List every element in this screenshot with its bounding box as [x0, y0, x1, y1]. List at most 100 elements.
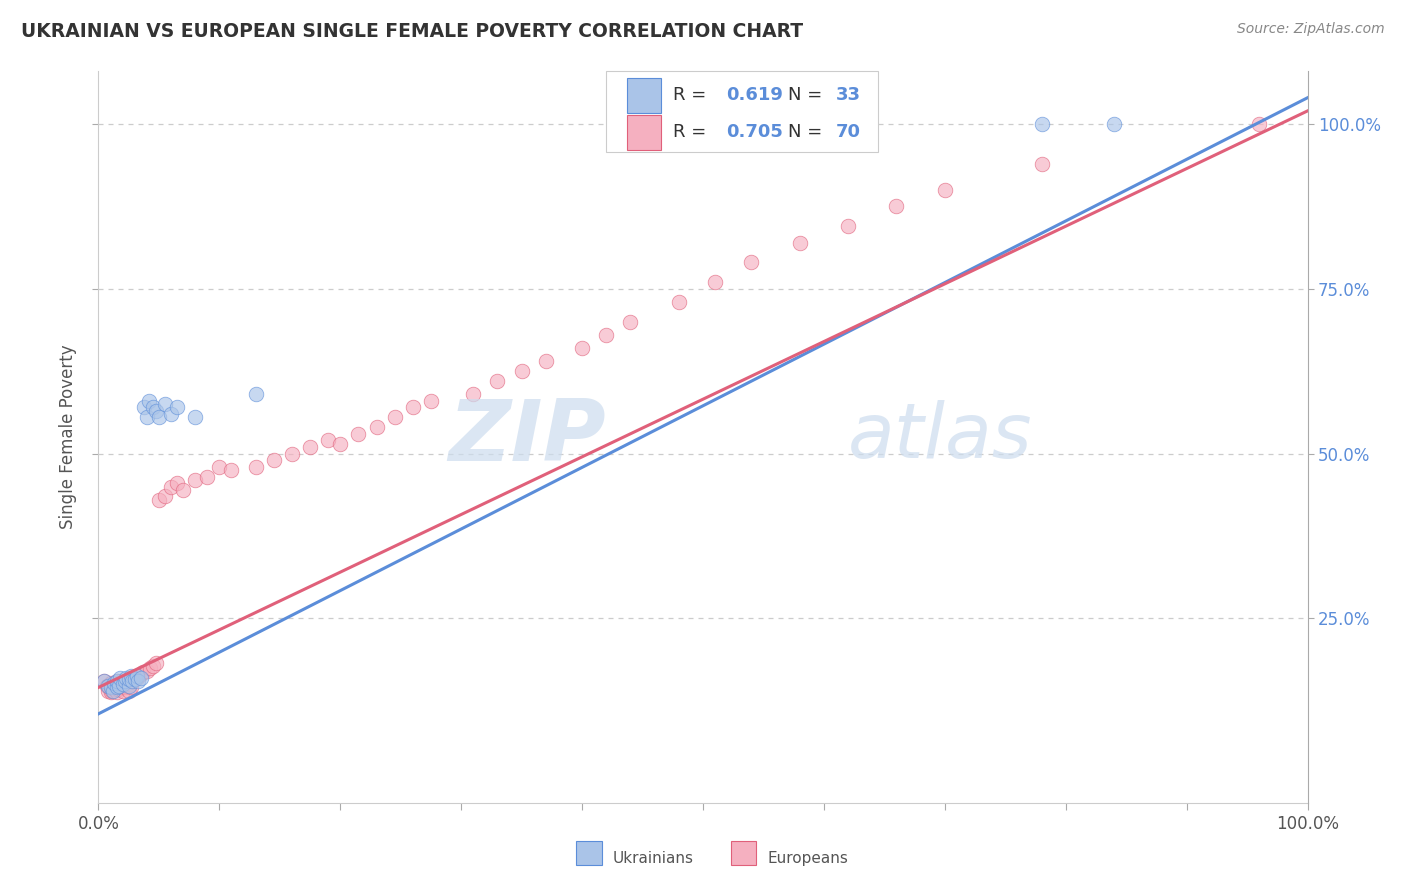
Point — [105, 681, 128, 695]
Text: atlas: atlas — [848, 401, 1032, 474]
Point — [208, 459, 231, 474]
Point — [132, 665, 155, 680]
Point — [195, 469, 218, 483]
Point — [1031, 156, 1053, 170]
Point — [114, 681, 136, 695]
Point — [105, 673, 128, 688]
Point — [121, 673, 143, 688]
Y-axis label: Single Female Poverty: Single Female Poverty — [59, 345, 77, 529]
Text: Ukrainians: Ukrainians — [613, 851, 695, 865]
Bar — [627, 114, 661, 150]
Text: 70: 70 — [837, 123, 860, 141]
Text: Source: ZipAtlas.com: Source: ZipAtlas.com — [1237, 22, 1385, 37]
Point — [153, 489, 176, 503]
Point — [103, 676, 125, 690]
Text: UKRAINIAN VS EUROPEAN SINGLE FEMALE POVERTY CORRELATION CHART: UKRAINIAN VS EUROPEAN SINGLE FEMALE POVE… — [21, 22, 803, 41]
Point — [1249, 117, 1271, 131]
Point — [93, 673, 115, 688]
Point — [886, 199, 908, 213]
Point — [184, 410, 207, 425]
Text: R =: R = — [672, 123, 711, 141]
Point — [263, 453, 285, 467]
Point — [101, 683, 124, 698]
Point — [463, 387, 485, 401]
Point — [93, 673, 115, 688]
Text: R =: R = — [672, 87, 711, 104]
Point — [837, 219, 859, 234]
Point — [534, 354, 557, 368]
Point — [105, 673, 128, 688]
Point — [115, 676, 138, 690]
Point — [118, 679, 141, 693]
Point — [789, 235, 811, 250]
Point — [281, 446, 304, 460]
Text: 33: 33 — [837, 87, 860, 104]
Point — [108, 681, 131, 695]
Point — [118, 672, 141, 686]
Text: Europeans: Europeans — [768, 851, 849, 865]
Point — [129, 667, 152, 681]
Point — [124, 672, 146, 686]
Point — [105, 685, 128, 699]
Point — [184, 473, 207, 487]
Point — [96, 679, 118, 693]
Point — [100, 681, 122, 695]
Point — [138, 393, 160, 408]
Point — [100, 676, 122, 690]
Point — [114, 673, 136, 688]
Point — [704, 275, 727, 289]
Point — [571, 341, 593, 355]
Point — [384, 410, 406, 425]
Point — [486, 374, 509, 388]
Point — [111, 677, 134, 691]
Point — [510, 364, 533, 378]
Point — [160, 479, 183, 493]
Point — [118, 677, 141, 691]
Point — [166, 476, 188, 491]
FancyBboxPatch shape — [606, 71, 879, 152]
Point — [329, 436, 352, 450]
Point — [619, 315, 641, 329]
Point — [108, 679, 131, 693]
Point — [101, 679, 124, 693]
Point — [595, 327, 617, 342]
Point — [172, 483, 194, 497]
Point — [112, 679, 135, 693]
Point — [148, 492, 170, 507]
Point — [100, 683, 122, 698]
Point — [108, 671, 131, 685]
Point — [117, 679, 139, 693]
Point — [347, 426, 370, 441]
Point — [1031, 117, 1053, 131]
Point — [111, 683, 134, 698]
Point — [166, 401, 188, 415]
Text: N =: N = — [787, 123, 828, 141]
Text: 0.705: 0.705 — [725, 123, 783, 141]
Point — [127, 671, 149, 685]
Point — [100, 685, 122, 699]
Point — [124, 672, 146, 686]
Point — [402, 401, 425, 415]
Point — [366, 420, 388, 434]
Text: N =: N = — [787, 87, 828, 104]
Point — [127, 669, 149, 683]
Point — [668, 295, 690, 310]
Point — [97, 683, 120, 698]
Point — [127, 669, 149, 683]
Point — [110, 673, 132, 688]
Point — [420, 393, 443, 408]
Point — [221, 463, 243, 477]
Point — [245, 459, 267, 474]
Point — [115, 671, 138, 685]
Point — [103, 682, 125, 697]
Point — [108, 679, 131, 693]
Point — [134, 401, 156, 415]
Point — [135, 664, 157, 678]
Point — [121, 673, 143, 688]
Point — [160, 407, 183, 421]
Point — [98, 681, 121, 695]
Text: 0.619: 0.619 — [725, 87, 783, 104]
Point — [142, 401, 165, 415]
Point — [127, 673, 149, 688]
Point — [740, 255, 762, 269]
